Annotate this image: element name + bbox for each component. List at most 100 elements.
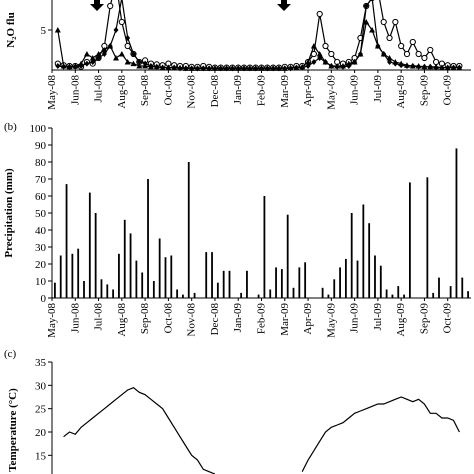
marker <box>310 43 317 49</box>
bar <box>257 294 260 298</box>
bar <box>147 179 149 298</box>
bar <box>118 253 120 298</box>
marker <box>206 65 212 72</box>
marker <box>456 64 462 71</box>
x-tick-label: Jul-09 <box>372 303 384 331</box>
marker <box>415 50 422 58</box>
bar <box>228 270 231 298</box>
bar <box>280 269 283 298</box>
marker <box>96 55 102 61</box>
bar <box>327 294 330 298</box>
bar <box>467 291 469 298</box>
marker <box>118 18 125 26</box>
marker <box>398 62 404 69</box>
marker <box>317 55 323 61</box>
y-tick-label: 20 <box>35 259 47 271</box>
marker <box>316 51 323 57</box>
marker <box>183 65 189 72</box>
marker <box>299 64 305 71</box>
marker <box>107 2 114 10</box>
bar <box>374 255 376 298</box>
marker <box>66 63 72 70</box>
marker <box>247 65 253 72</box>
bar <box>216 282 219 298</box>
marker <box>451 64 457 71</box>
marker <box>200 65 206 72</box>
marker <box>90 59 96 65</box>
bar <box>246 270 248 298</box>
x-tick-label: Sep-09 <box>418 75 430 107</box>
marker <box>409 38 416 46</box>
bar <box>205 252 208 298</box>
marker <box>346 63 352 69</box>
bar <box>339 267 341 298</box>
bar <box>176 289 179 298</box>
x-tick-label: Aug-09 <box>395 303 407 337</box>
bar <box>269 289 272 298</box>
marker <box>84 60 90 67</box>
marker <box>54 27 61 33</box>
bar <box>356 260 359 298</box>
marker <box>136 63 143 69</box>
marker <box>276 65 282 72</box>
y-tick-label: 20 <box>35 427 47 439</box>
marker <box>113 27 119 33</box>
x-tick-label: Sep-09 <box>418 303 430 335</box>
marker <box>439 64 445 71</box>
marker <box>229 65 235 72</box>
bar <box>193 292 196 298</box>
marker <box>386 34 393 42</box>
marker <box>445 64 451 71</box>
panel-label: (c) <box>4 348 17 360</box>
bar <box>304 262 307 298</box>
marker <box>101 51 107 57</box>
marker <box>363 3 369 9</box>
marker <box>72 63 78 70</box>
marker <box>177 65 183 72</box>
bar <box>211 252 213 298</box>
marker <box>410 63 416 69</box>
bar <box>88 192 91 298</box>
marker <box>369 27 376 33</box>
marker <box>305 63 311 69</box>
marker <box>130 51 136 57</box>
arrow <box>90 0 104 11</box>
marker <box>55 63 61 69</box>
marker <box>148 63 154 69</box>
bar <box>129 233 132 298</box>
bar <box>379 265 382 298</box>
bar <box>292 287 295 298</box>
marker <box>421 54 428 62</box>
bar <box>77 248 80 298</box>
bar <box>286 214 289 298</box>
y-tick-label: 5 <box>41 25 47 37</box>
x-tick-label: Oct-09 <box>442 75 454 106</box>
marker <box>224 65 230 72</box>
bar <box>164 257 167 298</box>
x-tick-label: Nov-08 <box>186 75 198 109</box>
x-tick-label: Jan-09 <box>232 303 244 333</box>
arrows <box>90 0 291 11</box>
x-tick-label: May-08 <box>46 303 58 338</box>
marker <box>212 65 218 72</box>
y-tick-label: 30 <box>35 380 47 392</box>
marker <box>427 63 433 70</box>
marker <box>352 59 358 65</box>
bar <box>141 272 144 298</box>
marker <box>427 46 434 54</box>
bar <box>455 148 458 298</box>
marker <box>95 51 102 57</box>
marker <box>259 65 264 72</box>
marker <box>253 65 259 72</box>
bar <box>222 270 225 298</box>
x-tick-label: Sep-08 <box>139 75 151 107</box>
marker <box>78 63 84 69</box>
x-tick-label: May-08 <box>46 75 58 110</box>
x-tick-label: Jun-08 <box>69 75 81 105</box>
bar <box>397 286 400 298</box>
bar <box>438 277 440 298</box>
marker <box>387 59 393 65</box>
x-tick-label: May-09 <box>325 303 337 338</box>
y-axis-label: Precipitation (mm) <box>3 168 15 258</box>
marker <box>136 59 142 65</box>
